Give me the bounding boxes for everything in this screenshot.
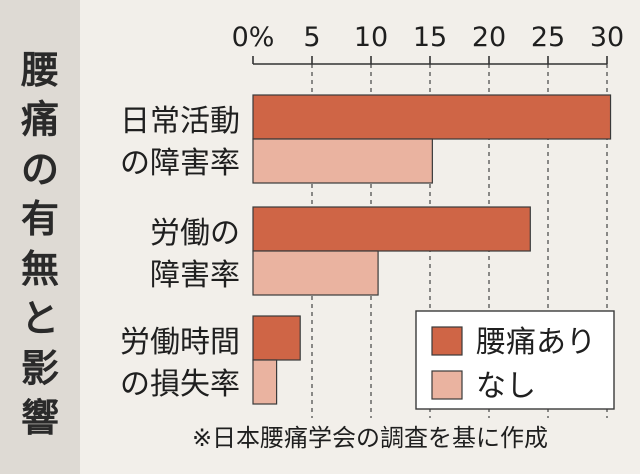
x-axis: 0% 5 10 15 20 25 30 (232, 22, 624, 65)
title-char: の (21, 147, 59, 191)
bars (252, 94, 612, 405)
title-char: と (21, 297, 59, 341)
category-label: 日常活動 (120, 104, 240, 139)
title-panel (0, 0, 80, 474)
bar (252, 138, 433, 184)
bar (252, 250, 379, 296)
title-char: 響 (21, 396, 59, 440)
category-label: の損失率 (120, 367, 240, 402)
x-tick-label: 30 (590, 22, 624, 53)
x-tick-label: 20 (472, 22, 506, 53)
title-char: 有 (21, 197, 59, 241)
bar (252, 315, 301, 361)
title-char: 腰 (21, 48, 59, 92)
legend-label: 腰痛あり (476, 325, 596, 360)
legend-swatch (431, 370, 463, 400)
x-tick-label: 0% (232, 22, 275, 53)
x-tick-label: 5 (303, 22, 320, 53)
bar (252, 359, 278, 405)
category-label: の障害率 (120, 146, 240, 181)
category-label: 労働の (150, 216, 240, 251)
title-char: 影 (21, 346, 59, 390)
title-char: 痛 (21, 98, 59, 142)
legend-label: なし (476, 369, 536, 404)
source-note: ※日本腰痛学会の調査を基に作成 (192, 424, 548, 452)
x-tick-label: 10 (354, 22, 388, 53)
category-label: 労働時間 (120, 325, 240, 360)
x-tick-label: 15 (413, 22, 447, 53)
title-char: 無 (21, 247, 59, 291)
bar (252, 206, 531, 252)
category-label: 障害率 (150, 258, 240, 293)
bar (252, 94, 612, 140)
legend-swatch (431, 326, 463, 356)
x-tick-label: 25 (531, 22, 565, 53)
